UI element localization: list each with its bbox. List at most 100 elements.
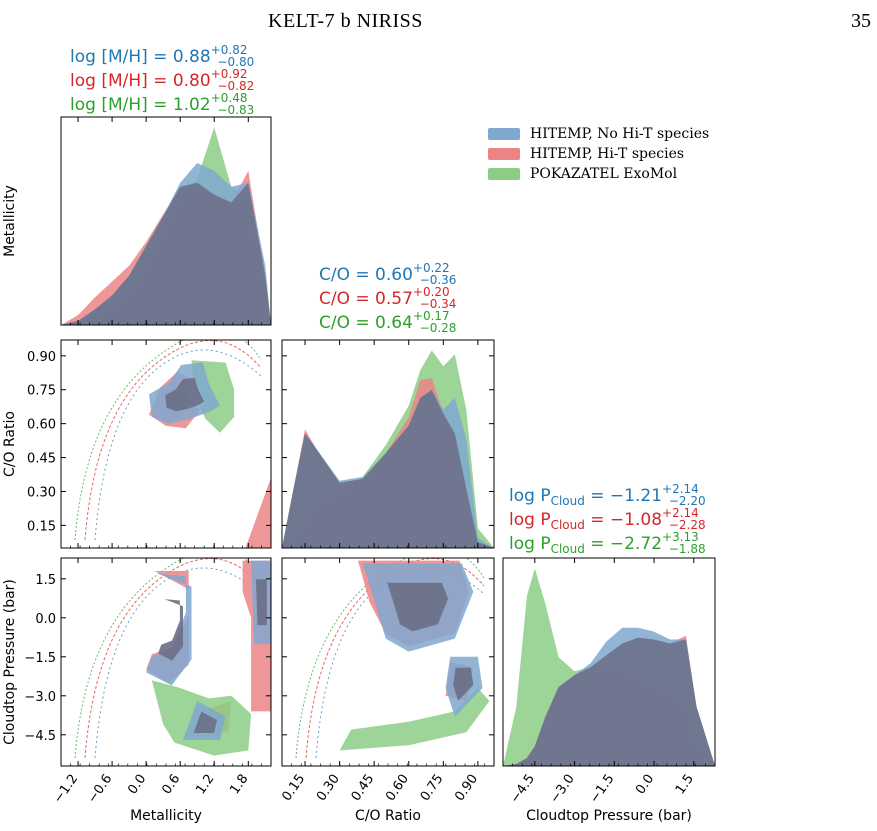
- y-axis-label-cloudtop: Cloudtop Pressure (bar): [2, 579, 18, 745]
- y-tick-label: 0.90: [27, 350, 56, 365]
- ann-prefix: log [M/H] =: [70, 47, 173, 67]
- ann-prefix: log P: [509, 534, 551, 554]
- ann-value: 0.64: [375, 313, 413, 333]
- ann-sup: +2.14: [662, 506, 699, 520]
- credible-region-blue: [146, 573, 192, 686]
- y-tick-label: 0.0: [35, 612, 56, 627]
- outer-contour: [94, 349, 262, 541]
- ann-sub: −0.34: [420, 297, 457, 311]
- legend-label: HITEMP, Hi-T species: [530, 146, 685, 162]
- x-tick-label: 1.2: [193, 772, 217, 798]
- ann-eq: =: [585, 510, 610, 530]
- ann-prefix: C/O =: [319, 265, 375, 285]
- ann-value: 0.80: [173, 71, 211, 91]
- y-tick-label: −3.0: [24, 690, 56, 705]
- y-tick-label: −4.5: [24, 729, 56, 744]
- ann-p-subscript: Cloud: [551, 494, 585, 508]
- ann-sup: +0.82: [211, 43, 248, 57]
- co-annotation-1: C/O = 0.57+0.20 −0.34: [319, 285, 456, 311]
- density-overlap: [503, 637, 715, 766]
- x-tick-label: 0.0: [633, 772, 657, 798]
- ann-value: 0.88: [173, 47, 211, 67]
- ann-sup: +0.22: [413, 261, 450, 275]
- chart-legend: HITEMP, No Hi-T species HITEMP, Hi-T spe…: [488, 124, 709, 184]
- ann-p-subscript: Cloud: [551, 518, 585, 532]
- ann-sub: −0.80: [217, 55, 254, 69]
- credible-region-overlap: [387, 582, 449, 632]
- y-tick-label: 0.75: [27, 384, 56, 399]
- ann-sub: −0.28: [420, 321, 457, 335]
- ann-prefix: C/O =: [319, 289, 375, 309]
- ann-prefix: log P: [509, 510, 551, 530]
- legend-swatch-blue: [488, 128, 520, 140]
- cloud_vs_co-contours: [295, 558, 490, 759]
- ann-prefix: log [M/H] =: [70, 95, 173, 115]
- density-overlap: [282, 389, 494, 548]
- y-tick-label: 0.60: [27, 418, 56, 433]
- y-tick-label: 0.30: [27, 485, 56, 500]
- outer-contour: [295, 558, 485, 759]
- co-annotation-0: C/O = 0.60+0.22 −0.36: [319, 261, 456, 287]
- x-tick-label: 0.0: [125, 772, 149, 798]
- ann-sup: +0.92: [211, 67, 248, 81]
- credible-region-red: [245, 477, 271, 548]
- co-annotation-2: C/O = 0.64+0.17 −0.28: [319, 309, 456, 335]
- x-tick-label: 0.15: [279, 772, 308, 804]
- ann-sup: +0.48: [211, 91, 248, 105]
- y-axis-label-metallicity: Metallicity: [2, 185, 18, 257]
- metallicity-annotation-0: log [M/H] = 0.88+0.82 −0.80: [70, 43, 254, 69]
- ann-value: −1.08: [610, 510, 662, 530]
- ann-prefix: log P: [509, 486, 551, 506]
- credible-region-overlap: [158, 599, 183, 661]
- co-marginal-densities: [282, 350, 494, 548]
- x-tick-label: −4.5: [508, 772, 538, 806]
- ann-sub: −1.88: [669, 542, 706, 556]
- x-tick-label: 1.5: [673, 772, 697, 798]
- y-tick-label: 1.5: [35, 573, 56, 588]
- ann-sup: +0.20: [413, 285, 450, 299]
- metallicity-annotation-1: log [M/H] = 0.80+0.92 −0.82: [70, 67, 254, 93]
- outer-contour: [84, 558, 262, 759]
- ann-sup: +2.14: [662, 482, 699, 496]
- cloud_vs_metallicity-contours: [74, 558, 271, 759]
- x-axis-label: C/O Ratio: [355, 808, 421, 824]
- legend-item-hitemp-hit: HITEMP, Hi-T species: [488, 144, 709, 164]
- ann-eq: =: [585, 486, 610, 506]
- legend-swatch-red: [488, 148, 520, 160]
- running-title: KELT-7 b NIRISS: [268, 10, 423, 32]
- co_m-frame: [60, 339, 272, 549]
- page-number: 35: [851, 10, 871, 32]
- ann-sub: −0.82: [217, 79, 254, 93]
- ann-sup: +3.13: [662, 530, 699, 544]
- x-tick-label: −1.2: [51, 772, 81, 806]
- co_vs_metallicity-contours: [74, 340, 271, 548]
- ann-value: 0.57: [375, 289, 413, 309]
- y-tick-label: 0.15: [27, 519, 56, 534]
- x-tick-label: 1.8: [227, 772, 251, 798]
- ann-value: 0.60: [375, 265, 413, 285]
- credible-region-overlap: [453, 667, 474, 701]
- legend-swatch-green: [488, 168, 520, 180]
- ann-sup: +0.17: [413, 309, 450, 323]
- y-tick-label: −1.5: [24, 651, 56, 666]
- x-axis-label: Metallicity: [130, 808, 202, 824]
- legend-item-hitemp-no-hit: HITEMP, No Hi-T species: [488, 124, 709, 144]
- x-tick-label: 0.90: [452, 772, 481, 804]
- ann-eq: =: [585, 534, 610, 554]
- ann-value: −2.72: [610, 534, 662, 554]
- metallicity-annotation-2: log [M/H] = 1.02+0.48 −0.83: [70, 91, 254, 117]
- ann-sub: −2.28: [669, 518, 706, 532]
- y-axis-label-co-ratio: C/O Ratio: [2, 411, 18, 477]
- x-tick-label: 0.45: [349, 772, 378, 804]
- outer-contour: [84, 340, 262, 541]
- x-tick-label: −3.0: [547, 772, 577, 806]
- ann-prefix: log [M/H] =: [70, 71, 173, 91]
- ann-sub: −0.36: [420, 273, 457, 287]
- cloud-annotation-2: log PCloud = −2.72+3.13 −1.88: [509, 530, 706, 556]
- x-axis-label: Cloudtop Pressure (bar): [526, 808, 692, 824]
- ann-prefix: C/O =: [319, 313, 375, 333]
- outer-contour: [94, 567, 262, 759]
- x-tick-label: 0.75: [418, 772, 447, 804]
- ann-sub: −0.83: [217, 103, 254, 117]
- x-tick-label: 0.6: [159, 772, 183, 798]
